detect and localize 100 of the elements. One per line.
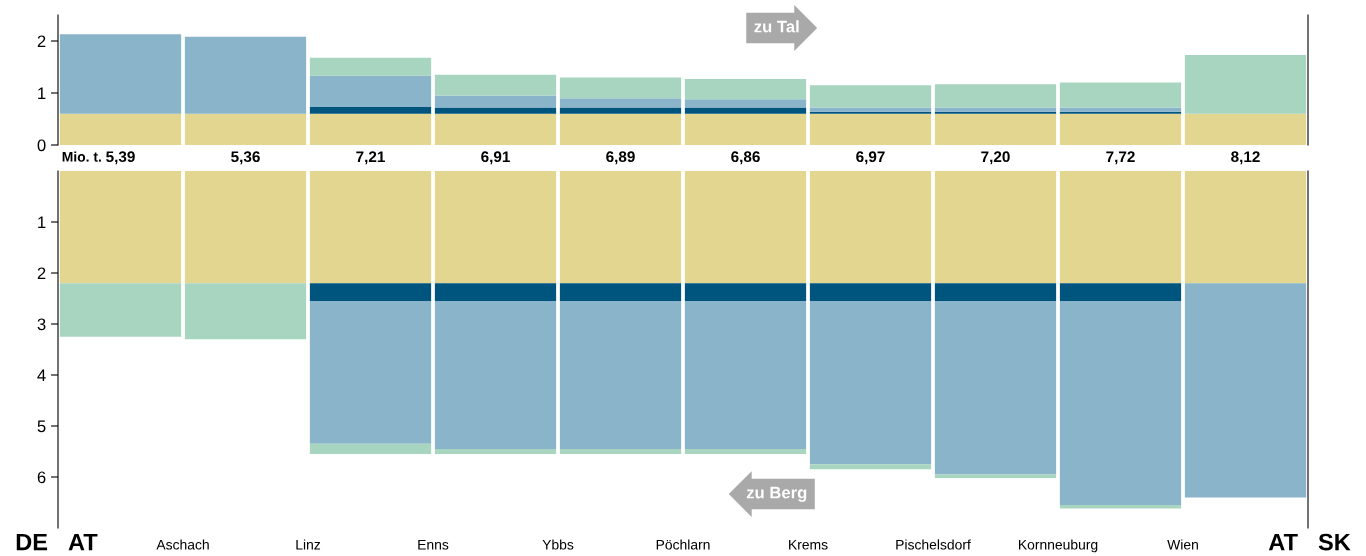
text: 6,91 <box>481 151 510 165</box>
text: 8,12 <box>1231 151 1260 165</box>
text: Mio. t. <box>62 151 101 162</box>
text: DE <box>16 533 48 551</box>
y-tick-label: 6 <box>37 471 46 484</box>
bar <box>1184 113 1307 145</box>
bar <box>934 113 1057 145</box>
bar <box>934 84 1057 108</box>
bar <box>684 78 807 100</box>
text: 7,72 <box>1106 151 1135 165</box>
bar <box>434 171 557 284</box>
bar <box>559 448 682 455</box>
bar <box>559 98 682 108</box>
text: SK <box>1318 533 1351 551</box>
bar <box>684 283 807 302</box>
text: Linz <box>296 539 321 550</box>
bar <box>309 283 432 302</box>
text: Krems <box>789 539 828 550</box>
text: 5,39 <box>106 151 135 165</box>
bar <box>684 301 807 449</box>
text: AT <box>68 533 98 551</box>
bar <box>309 443 432 455</box>
bar <box>809 107 932 112</box>
bar <box>59 34 182 114</box>
bar <box>1184 55 1307 114</box>
bar <box>684 99 807 108</box>
bar <box>809 301 932 465</box>
y-tick-label: 2 <box>37 267 46 280</box>
text: 6,97 <box>856 151 885 165</box>
bar <box>309 301 432 444</box>
text: 6,86 <box>731 151 760 165</box>
text: Kornneuburg <box>1018 539 1098 553</box>
bar <box>684 107 807 114</box>
y-tick-label: 2 <box>37 35 46 48</box>
text: Ybbs <box>542 539 574 550</box>
bar <box>1184 171 1307 284</box>
bar <box>309 107 432 114</box>
bar <box>434 283 557 302</box>
bar <box>934 474 1057 479</box>
bar <box>934 111 1057 114</box>
bar <box>684 171 807 284</box>
text: Pischelsdorf <box>896 539 971 550</box>
text: 5,36 <box>231 151 260 165</box>
bar <box>809 464 932 470</box>
bar <box>1059 505 1182 509</box>
text: Aschach <box>156 539 209 550</box>
y-tick-label: 0 <box>37 139 46 152</box>
text: Wien <box>1167 539 1198 550</box>
bar <box>434 301 557 449</box>
y-tick-label: 1 <box>38 216 46 229</box>
bar <box>309 57 432 76</box>
bar <box>559 171 682 284</box>
y-tick-label: 4 <box>37 369 46 382</box>
text: 6,89 <box>606 151 635 165</box>
bar <box>434 74 557 96</box>
bar <box>1059 301 1182 506</box>
bar <box>809 85 932 108</box>
bar <box>309 171 432 284</box>
text: AT <box>1268 533 1298 551</box>
bar <box>559 107 682 114</box>
bar <box>559 77 682 99</box>
bar <box>1059 171 1182 284</box>
bar <box>809 113 932 145</box>
y-tick-label: 3 <box>37 318 46 331</box>
bar <box>934 283 1057 302</box>
y-tick-label: 1 <box>38 87 46 100</box>
bar <box>934 107 1057 112</box>
bar <box>559 283 682 302</box>
bar <box>1059 111 1182 114</box>
bar <box>184 113 307 145</box>
bar <box>184 36 307 114</box>
text: 7,20 <box>981 151 1010 165</box>
bar <box>809 283 932 302</box>
annotation: zu Berg <box>746 486 807 502</box>
bar <box>684 448 807 455</box>
bar <box>184 283 307 340</box>
bar <box>809 111 932 114</box>
bar <box>1059 82 1182 108</box>
bar <box>434 113 557 145</box>
bar <box>934 171 1057 284</box>
bar <box>434 448 557 455</box>
bar <box>434 95 557 108</box>
bar <box>559 301 682 449</box>
text: Enns <box>418 539 449 550</box>
text: Pöchlarn <box>656 539 710 550</box>
annotation: zu Tal <box>754 20 799 33</box>
bar <box>1184 283 1307 498</box>
bar <box>559 113 682 145</box>
bar <box>684 113 807 145</box>
bar <box>1059 113 1182 145</box>
bar <box>309 113 432 145</box>
bar <box>809 171 932 284</box>
bar <box>59 113 182 145</box>
text: 7,21 <box>356 151 385 165</box>
bar <box>1059 107 1182 112</box>
bar <box>59 171 182 284</box>
bar <box>309 75 432 108</box>
bar <box>1059 283 1182 302</box>
bar <box>934 301 1057 475</box>
bar <box>434 107 557 114</box>
